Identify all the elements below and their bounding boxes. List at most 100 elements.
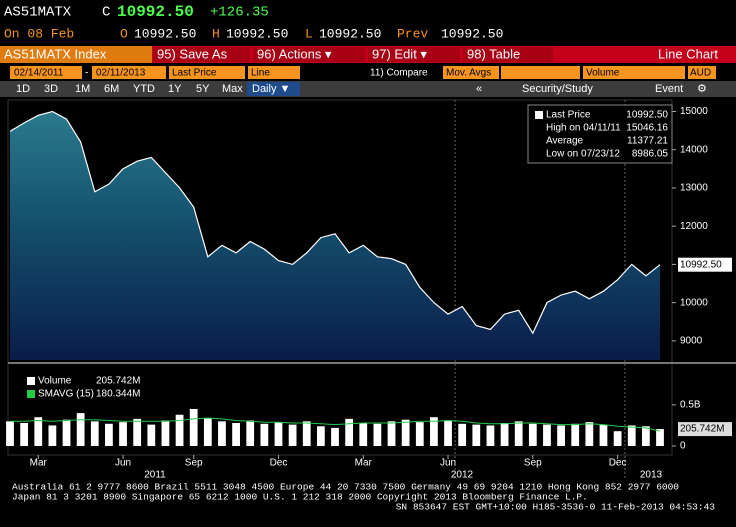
volume-bar [585,422,594,446]
button[interactable] [463,47,553,62]
volume-bar [387,421,396,446]
volume-bar [599,424,608,446]
y-tick-label: 9000 [680,336,703,347]
dropdown[interactable] [169,66,245,79]
price-area [10,111,660,360]
study[interactable]: Security/Study [522,83,593,95]
dropdown[interactable] [688,66,716,79]
period-tab[interactable]: YTD [133,83,155,95]
period-tab[interactable]: Max [222,83,243,95]
dropdown[interactable] [443,66,499,79]
settings-gear[interactable]: ⚙ [697,83,707,95]
volume-bar [458,423,467,446]
y-tick-label: 0.5B [680,400,701,411]
x-group-label: 2011 [144,470,166,481]
volume-bar [415,422,424,446]
input[interactable] [10,66,82,79]
period-tab[interactable]: 5Y [196,83,210,95]
legend-label: Volume [38,376,72,387]
legend-value: 205.742M [96,376,140,387]
tab-selected[interactable] [247,82,300,96]
flag: C [102,5,110,21]
field[interactable]: Last Price [172,68,217,79]
volume-bar [613,431,622,446]
period-tab[interactable]: 1Y [168,83,182,95]
x-tick-label: Sep [185,458,203,469]
volume-bar [203,418,212,446]
legend-swatch [27,390,35,398]
button-label[interactable]: 97) Edit ▾ [372,46,427,61]
y-tick-label: 10000 [680,297,708,308]
volume-bar [90,421,99,446]
button[interactable] [253,47,365,62]
high-label: H [212,26,220,41]
dropdown[interactable] [583,66,685,79]
start-date[interactable]: 02/14/2011 [14,68,64,79]
button-label[interactable]: 95) Save As [157,46,228,61]
tabs: 1D 3D 1M 6M YTD 1Y 5Y Max [16,83,243,95]
security-field[interactable] [0,46,152,63]
compare[interactable]: 11) Compare [370,68,428,79]
period-tab[interactable]: 1M [75,83,90,95]
prev-label: Prev [397,26,428,41]
y-tick-label: 14000 [680,144,708,155]
volume-bar [147,424,156,446]
change: +126.35 [210,5,269,21]
volume-bar [472,424,481,446]
frequency[interactable]: Daily ▼ [252,83,290,95]
volume-bar [486,425,495,446]
currency[interactable]: AUD [690,68,711,79]
volume-bar [288,424,297,446]
button[interactable] [368,47,460,62]
last-value-box [678,257,732,272]
style[interactable]: Line [251,68,270,79]
open-label: O [120,26,128,41]
volume-bar [76,413,85,446]
input[interactable] [501,66,580,79]
volume-bar [528,423,537,446]
security[interactable]: AS51MATX Index [4,46,107,61]
button-label[interactable]: 98) Table [467,46,520,61]
volume-bar [105,423,113,446]
event[interactable]: Event [655,83,683,95]
volume-bar [260,423,269,446]
date: On 08 Feb [4,26,74,41]
volume-bar [175,414,184,446]
period-tab[interactable]: 6M [104,83,119,95]
volume-bar [189,409,198,446]
legend-label: High on 04/11/11 [546,123,621,134]
legend-swatch [535,111,543,119]
footer-line: Australia 61 2 9777 8600 Brazil 5511 304… [12,482,679,493]
low-label: L [305,26,313,41]
legend-value: 10992.50 [626,110,668,121]
volume-bar [331,427,339,446]
separator: - [85,68,88,79]
ticker: AS51MATX [4,5,72,21]
y-tick-label: 0 [680,441,686,452]
legend-value: 180.344M [96,389,140,400]
end-date[interactable]: 02/11/2013 [96,68,146,79]
y-tick-label: 12000 [680,221,708,232]
button-label[interactable]: 96) Actions ▾ [257,46,332,61]
legend-label: SMAVG (15) [38,389,94,400]
series-line [9,110,661,335]
dropdown[interactable] [248,66,300,79]
volume-bar [48,425,57,446]
input[interactable] [92,66,166,79]
x-tick-label: Sep [524,458,542,469]
period-tab[interactable]: 1D [16,83,30,95]
mov-avgs[interactable]: Mov. Avgs [446,68,491,79]
volume-bar [641,426,650,446]
footer-line: SN 853647 EST GMT+10:00 H185-3536-0 11-F… [396,502,716,513]
period-tab[interactable]: 3D [44,83,58,95]
volume-bar [430,417,438,446]
volume-bar [627,425,636,446]
button[interactable] [153,47,250,62]
legend [527,104,673,164]
volume-bar [34,417,43,446]
last-value-label: 205.742M [680,424,724,435]
lower-study[interactable]: Volume [586,68,620,79]
collapse[interactable]: « [476,83,482,95]
volume-bar [6,421,14,446]
